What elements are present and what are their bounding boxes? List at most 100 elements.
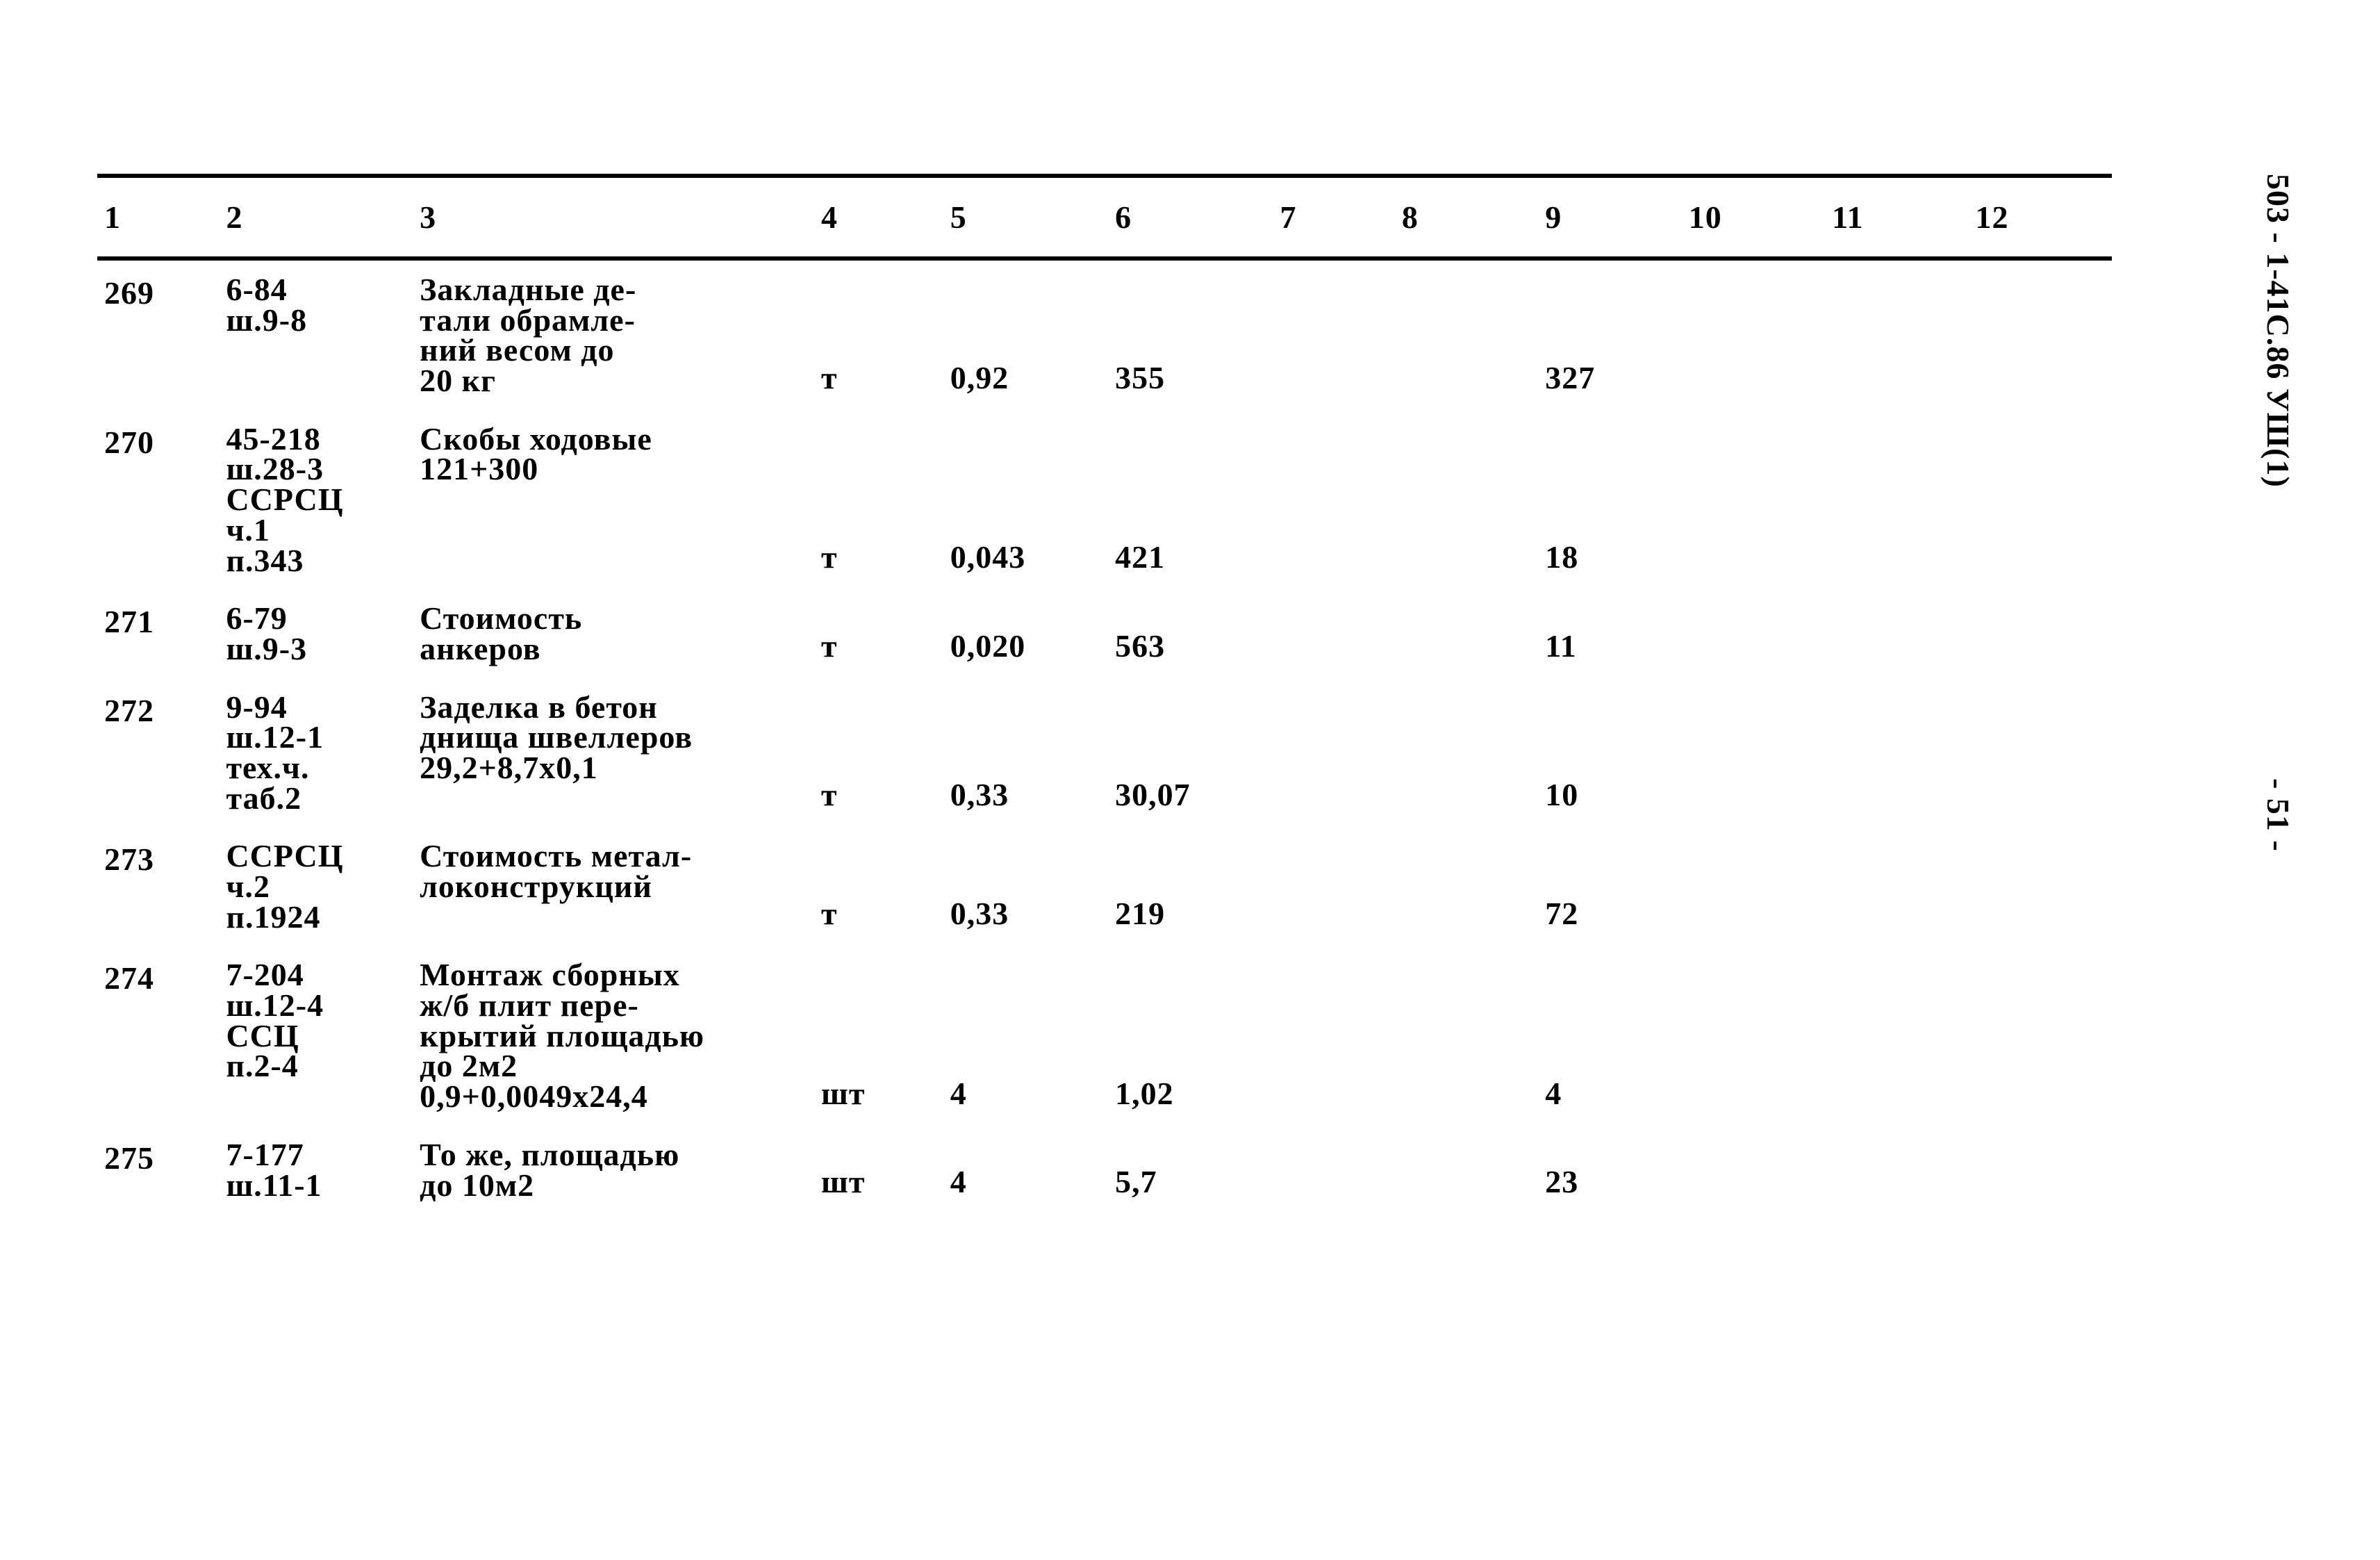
cell-n: 275 [97,1126,219,1214]
cell-11 [1825,589,1968,678]
cell-8 [1395,1126,1538,1214]
table-wrap: 1 2 3 4 5 6 7 8 9 10 11 12 2696-84 ш.9-8… [97,174,2112,1214]
col-12: 12 [1968,176,2112,258]
cell-10 [1682,678,1825,828]
cell-code: ССРСЦ ч.2 п.1924 [219,827,413,946]
cell-10 [1682,946,1825,1125]
cell-8 [1395,258,1538,410]
col-7: 7 [1273,176,1394,258]
cell-7 [1273,678,1394,828]
cell-unit: т [814,410,943,589]
table-row: 2757-177 ш.11-1То же, площадью до 10м2шт… [97,1126,2112,1214]
cell-9: 18 [1538,410,1681,589]
cell-qty: 4 [943,946,1108,1125]
cell-9: 23 [1538,1126,1681,1214]
right-margin: 503 - 1-41С.86 УШ(1) - 51 - [2241,174,2297,1286]
cell-11 [1825,678,1968,828]
cell-11 [1825,827,1968,946]
cell-qty: 0,020 [943,589,1108,678]
cell-desc: Закладные де- тали обрамле- ний весом до… [413,258,814,410]
cell-6: 563 [1108,589,1273,678]
cell-code: 6-84 ш.9-8 [219,258,413,410]
table-row: 2747-204 ш.12-4 ССЦ п.2-4Монтаж сборных … [97,946,2112,1125]
cell-code: 6-79 ш.9-3 [219,589,413,678]
cell-10 [1682,410,1825,589]
cell-qty: 0,043 [943,410,1108,589]
cell-code: 7-204 ш.12-4 ССЦ п.2-4 [219,946,413,1125]
cell-qty: 0,33 [943,827,1108,946]
page-number-rotated: - 51 - [2260,778,2297,852]
cell-12 [1968,827,2112,946]
cell-7 [1273,946,1394,1125]
cell-n: 274 [97,946,219,1125]
cell-7 [1273,827,1394,946]
cell-10 [1682,258,1825,410]
cell-code: 45-218 ш.28-3 ССРСЦ ч.1 п.343 [219,410,413,589]
col-6: 6 [1108,176,1273,258]
page: 503 - 1-41С.86 УШ(1) - 51 - 1 2 3 4 5 6 … [0,0,2380,1560]
table-row: 27045-218 ш.28-3 ССРСЦ ч.1 п.343Скобы хо… [97,410,2112,589]
col-11: 11 [1825,176,1968,258]
cell-6: 5,7 [1108,1126,1273,1214]
cell-7 [1273,410,1394,589]
col-8: 8 [1395,176,1538,258]
cell-12 [1968,258,2112,410]
cell-desc: Монтаж сборных ж/б плит пере- крытий пло… [413,946,814,1125]
cell-8 [1395,946,1538,1125]
cell-qty: 0,33 [943,678,1108,828]
table-body: 2696-84 ш.9-8Закладные де- тали обрамле-… [97,258,2112,1214]
col-9: 9 [1538,176,1681,258]
cell-12 [1968,589,2112,678]
cell-unit: т [814,589,943,678]
cell-10 [1682,1126,1825,1214]
cell-n: 272 [97,678,219,828]
cell-desc: Заделка в бетон днища швеллеров 29,2+8,7… [413,678,814,828]
cell-desc: Стоимость метал- локонструкций [413,827,814,946]
cell-n: 269 [97,258,219,410]
cell-desc: Стоимость анкеров [413,589,814,678]
cell-6: 355 [1108,258,1273,410]
cell-12 [1968,946,2112,1125]
cell-unit: т [814,678,943,828]
cell-unit: т [814,827,943,946]
cell-7 [1273,258,1394,410]
header-row: 1 2 3 4 5 6 7 8 9 10 11 12 [97,176,2112,258]
cell-10 [1682,589,1825,678]
col-5: 5 [943,176,1108,258]
cell-8 [1395,678,1538,828]
cell-code: 9-94 ш.12-1 тех.ч. таб.2 [219,678,413,828]
col-3: 3 [413,176,814,258]
table-row: 2716-79 ш.9-3Стоимость анкеровт0,020563 1… [97,589,2112,678]
cell-6: 30,07 [1108,678,1273,828]
cell-9: 11 [1538,589,1681,678]
cell-8 [1395,827,1538,946]
cell-6: 1,02 [1108,946,1273,1125]
cell-8 [1395,410,1538,589]
col-2: 2 [219,176,413,258]
cell-9: 4 [1538,946,1681,1125]
cell-n: 273 [97,827,219,946]
col-10: 10 [1682,176,1825,258]
cell-qty: 0,92 [943,258,1108,410]
cell-12 [1968,1126,2112,1214]
cell-unit: шт [814,946,943,1125]
table-row: 2696-84 ш.9-8Закладные де- тали обрамле-… [97,258,2112,410]
cell-10 [1682,827,1825,946]
cell-code: 7-177 ш.11-1 [219,1126,413,1214]
table-row: 273ССРСЦ ч.2 п.1924Стоимость метал- локо… [97,827,2112,946]
cell-11 [1825,1126,1968,1214]
cell-12 [1968,410,2112,589]
col-1: 1 [97,176,219,258]
cell-11 [1825,946,1968,1125]
cell-desc: То же, площадью до 10м2 [413,1126,814,1214]
cell-11 [1825,410,1968,589]
col-4: 4 [814,176,943,258]
cell-n: 271 [97,589,219,678]
cell-6: 421 [1108,410,1273,589]
cell-11 [1825,258,1968,410]
cell-qty: 4 [943,1126,1108,1214]
cell-9: 327 [1538,258,1681,410]
cell-7 [1273,589,1394,678]
cell-8 [1395,589,1538,678]
cell-12 [1968,678,2112,828]
